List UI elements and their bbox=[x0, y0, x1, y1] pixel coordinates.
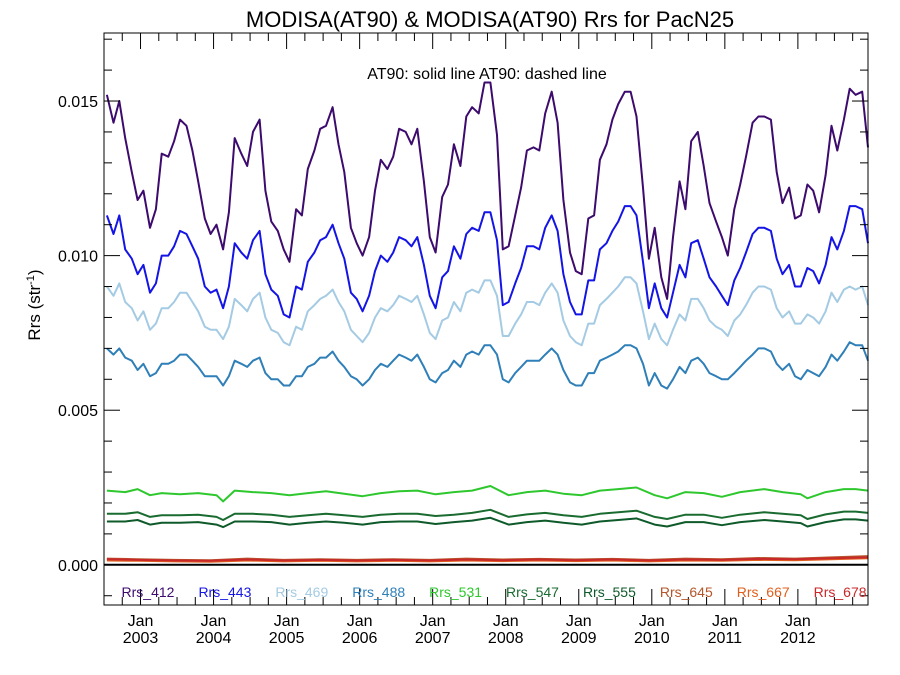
x-tick-label-year: 2009 bbox=[561, 630, 597, 647]
x-tick-label-year: 2008 bbox=[488, 630, 524, 647]
axes: 0.0000.0050.0100.015Jan2003Jan2004Jan200… bbox=[58, 32, 869, 647]
legend-entry-rrs-678: Rrs_678 bbox=[814, 584, 867, 600]
series-line-rrs-678 bbox=[106, 556, 869, 562]
y-axis-label-close: ) bbox=[25, 269, 44, 275]
plot-lines bbox=[105, 81, 869, 563]
x-tick-label-month: Jan bbox=[128, 613, 154, 630]
legend-entry-rrs-443: Rrs_443 bbox=[198, 584, 251, 600]
x-tick-label-month: Jan bbox=[274, 613, 300, 630]
x-tick-label-month: Jan bbox=[785, 613, 811, 630]
x-tick-label-month: Jan bbox=[347, 613, 373, 630]
y-axis-label-main: Rrs (str bbox=[25, 285, 44, 341]
series-line-rrs-443 bbox=[105, 205, 869, 319]
legend-entry-rrs-488: Rrs_488 bbox=[352, 584, 405, 600]
x-tick-label-month: Jan bbox=[420, 613, 446, 630]
y-axis-label: Rrs (str-1) bbox=[25, 269, 44, 340]
series-line-rrs-547 bbox=[106, 508, 869, 521]
x-tick-label-year: 2012 bbox=[780, 630, 816, 647]
x-tick-label-month: Jan bbox=[566, 613, 592, 630]
x-tick-label-year: 2005 bbox=[269, 630, 305, 647]
x-tick-label-month: Jan bbox=[639, 613, 665, 630]
x-tick-label-year: 2006 bbox=[342, 630, 378, 647]
y-tick-label: 0.005 bbox=[58, 403, 98, 420]
legend-entry-rrs-547: Rrs_547 bbox=[506, 584, 559, 600]
y-tick-label: 0.010 bbox=[58, 249, 98, 266]
y-tick-label: 0.000 bbox=[58, 558, 98, 575]
line-style-annotation: AT90: solid line AT90: dashed line bbox=[367, 66, 607, 83]
legend-entry-rrs-555: Rrs_555 bbox=[583, 584, 636, 600]
series-line-rrs-469 bbox=[106, 276, 869, 347]
x-tick-label-year: 2010 bbox=[634, 630, 670, 647]
y-tick-label: 0.015 bbox=[58, 94, 98, 111]
legend-entry-rrs-667: Rrs_667 bbox=[737, 584, 790, 600]
x-tick-label-month: Jan bbox=[712, 613, 738, 630]
series-line-rrs-488 bbox=[106, 341, 869, 390]
legend-entry-rrs-645: Rrs_645 bbox=[660, 584, 713, 600]
x-tick-label-month: Jan bbox=[201, 613, 227, 630]
plot-frame bbox=[103, 32, 869, 606]
x-tick-label-month: Jan bbox=[493, 613, 519, 630]
x-tick-label-year: 2003 bbox=[123, 630, 159, 647]
legend-entry-rrs-412: Rrs_412 bbox=[122, 584, 175, 600]
series-line-rrs-555 bbox=[106, 516, 869, 529]
chart-title: MODISA(AT90) & MODISA(AT90) Rrs for PacN… bbox=[246, 7, 734, 32]
series-line-rrs-531 bbox=[106, 485, 869, 503]
x-tick-label-year: 2011 bbox=[708, 630, 743, 647]
legend-entry-rrs-531: Rrs_531 bbox=[429, 584, 482, 600]
series-line-rrs-412 bbox=[105, 81, 869, 300]
x-tick-label-year: 2007 bbox=[415, 630, 451, 647]
legend-entry-rrs-469: Rrs_469 bbox=[275, 584, 328, 600]
x-tick-label-year: 2004 bbox=[196, 630, 232, 647]
series-legend: Rrs_412 Rrs_443 Rrs_469 Rrs_488 Rrs_531 Rrs_5… bbox=[122, 584, 867, 600]
y-axis-label-superscript: -1 bbox=[25, 275, 37, 285]
